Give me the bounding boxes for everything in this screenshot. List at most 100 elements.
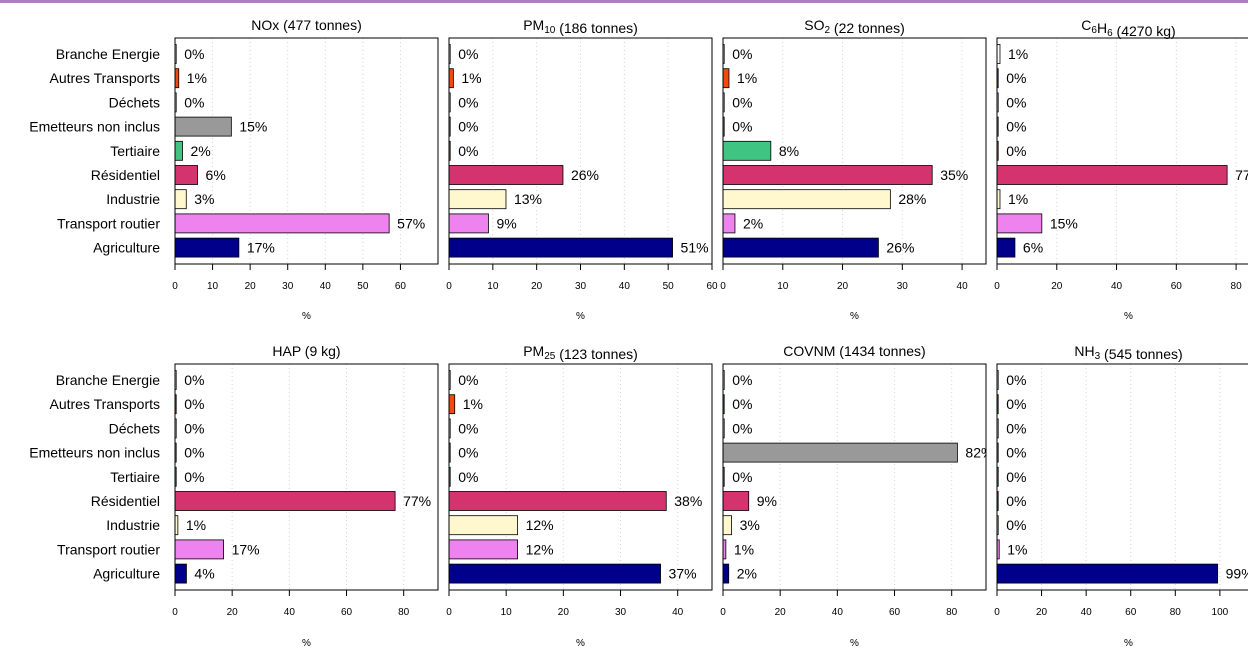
value-label: 1% bbox=[1008, 46, 1028, 62]
value-label: 3% bbox=[194, 191, 214, 207]
value-label: 0% bbox=[1006, 94, 1026, 110]
value-label: 13% bbox=[514, 191, 542, 207]
panel-title: HAP (9 kg) bbox=[272, 343, 340, 359]
x-tick-label: 20 bbox=[1051, 281, 1063, 292]
value-label: 0% bbox=[184, 445, 204, 461]
value-label: 0% bbox=[732, 119, 752, 135]
category-label-5: Résidentiel bbox=[91, 167, 160, 183]
value-label: 0% bbox=[1006, 469, 1026, 485]
value-label: 38% bbox=[674, 493, 702, 509]
value-label: 0% bbox=[732, 469, 752, 485]
value-label: 8% bbox=[779, 143, 799, 159]
value-label: 0% bbox=[458, 94, 478, 110]
x-axis-label: % bbox=[302, 311, 311, 322]
value-label: 2% bbox=[743, 215, 763, 231]
bar bbox=[722, 165, 933, 185]
value-label: 0% bbox=[458, 143, 478, 159]
value-label: 4% bbox=[194, 566, 214, 582]
x-tick-label: 40 bbox=[284, 607, 296, 618]
x-tick-label: 50 bbox=[357, 281, 369, 292]
bar bbox=[448, 539, 519, 560]
bar bbox=[448, 189, 507, 210]
panel-title: NH3 (545 tonnes) bbox=[1074, 343, 1182, 362]
bar bbox=[174, 539, 224, 560]
value-label: 1% bbox=[737, 70, 757, 86]
plot-frame bbox=[722, 37, 987, 265]
value-label: 0% bbox=[732, 94, 752, 110]
x-tick-label: 10 bbox=[487, 281, 499, 292]
category-label-6: Industrie bbox=[106, 517, 160, 533]
x-tick-label: 20 bbox=[775, 607, 787, 618]
value-label: 0% bbox=[184, 469, 204, 485]
bar bbox=[722, 563, 730, 584]
x-tick-label: 20 bbox=[245, 281, 257, 292]
value-label: 0% bbox=[1006, 70, 1026, 86]
value-label: 2% bbox=[737, 566, 757, 582]
x-tick-label: 60 bbox=[889, 607, 901, 618]
category-label-8: Agriculture bbox=[93, 566, 160, 582]
x-axis-label: % bbox=[850, 311, 859, 322]
value-label: 0% bbox=[732, 46, 752, 62]
x-tick-label: 0 bbox=[446, 607, 452, 618]
bar bbox=[448, 213, 489, 234]
plot-frame bbox=[996, 363, 1248, 591]
category-label-4: Tertiaire bbox=[110, 469, 160, 485]
value-label: 0% bbox=[458, 420, 478, 436]
panel-4: 0% 0% 0% 0% 0% 77% 1% 17% 4% 0 20 40 60 80% HAP (9 kg) bbox=[172, 343, 439, 647]
value-label: 35% bbox=[940, 167, 968, 183]
value-label: 37% bbox=[669, 566, 697, 582]
x-tick-label: 0 bbox=[446, 281, 452, 292]
category-label-8: Agriculture bbox=[93, 240, 160, 256]
x-tick-label: 60 bbox=[1171, 281, 1183, 292]
bar bbox=[174, 68, 180, 89]
value-label: 1% bbox=[186, 517, 206, 533]
x-tick-label: 20 bbox=[227, 607, 239, 618]
bar bbox=[174, 116, 232, 137]
panel-7: 0% 0% 0% 0% 0% 0% 0% 1% 99% 0 20 40 60 80 100% NH3 (545… bbox=[994, 343, 1248, 647]
plot-frame bbox=[174, 363, 439, 591]
x-tick-label: 0 bbox=[994, 607, 1000, 618]
bar bbox=[174, 140, 183, 161]
x-axis-label: % bbox=[1124, 638, 1133, 647]
value-label: 0% bbox=[184, 420, 204, 436]
x-tick-label: 10 bbox=[207, 281, 219, 292]
bar bbox=[722, 491, 750, 511]
value-label: 1% bbox=[1007, 541, 1027, 557]
category-label-7: Transport routier bbox=[57, 215, 160, 231]
x-tick-label: 10 bbox=[777, 281, 789, 292]
bar bbox=[448, 394, 456, 415]
category-label-2: Déchets bbox=[109, 420, 160, 436]
value-label: 0% bbox=[184, 372, 204, 388]
bar bbox=[722, 140, 772, 161]
x-tick-label: 20 bbox=[531, 281, 543, 292]
panel-1: 0% 1% 0% 0% 0% 26% 13% 9% 51% 0 10 20 30 40 50 60% PM10 … bbox=[446, 17, 718, 322]
panel-title: NOx (477 tonnes) bbox=[251, 17, 362, 33]
value-label: 6% bbox=[206, 167, 226, 183]
panel-title: COVNM (1434 tonnes) bbox=[783, 343, 925, 359]
x-tick-label: 40 bbox=[320, 281, 332, 292]
x-tick-label: 80 bbox=[1231, 281, 1243, 292]
x-tick-label: 0 bbox=[720, 607, 726, 618]
panel-title: SO2 (22 tonnes) bbox=[804, 17, 905, 36]
value-label: 1% bbox=[461, 70, 481, 86]
bar bbox=[722, 442, 958, 463]
x-axis-label: % bbox=[850, 638, 859, 647]
x-axis-label: % bbox=[1124, 311, 1133, 322]
value-label: 51% bbox=[681, 240, 709, 256]
bar bbox=[722, 213, 736, 234]
value-label: 0% bbox=[184, 94, 204, 110]
value-label: 57% bbox=[397, 215, 425, 231]
value-label: 0% bbox=[1006, 420, 1026, 436]
bar bbox=[448, 563, 661, 584]
bar bbox=[996, 237, 1016, 258]
x-tick-label: 40 bbox=[672, 607, 684, 618]
value-label: 9% bbox=[757, 493, 777, 509]
value-label: 12% bbox=[526, 541, 554, 557]
value-label: 26% bbox=[886, 240, 914, 256]
x-tick-label: 60 bbox=[395, 281, 407, 292]
x-tick-label: 0 bbox=[720, 281, 726, 292]
bar bbox=[448, 491, 667, 511]
value-label: 0% bbox=[1006, 517, 1026, 533]
value-label: 0% bbox=[1006, 119, 1026, 135]
top-accent-bar bbox=[0, 0, 1248, 3]
